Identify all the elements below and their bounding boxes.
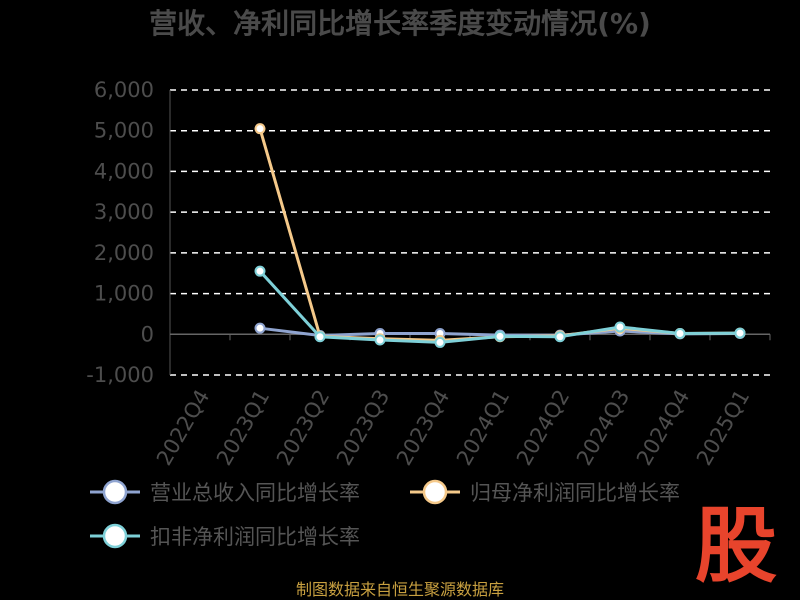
data-source-note: 制图数据来自恒生聚源数据库 [296,580,504,599]
y-tick-label: 0 [141,322,154,346]
y-tick-label: 6,000 [94,78,154,102]
y-tick-label: 3,000 [94,200,154,224]
y-tick-label: -1,000 [86,363,154,387]
data-point [314,331,326,343]
data-point [434,336,446,348]
x-axis: 2022Q42023Q12023Q22023Q32023Q42024Q12024… [152,333,771,470]
y-tick-label: 4,000 [94,159,154,183]
y-axis: 6,000 5,000 4,000 3,000 2,000 1,000 0 -1,000 [86,78,171,387]
data-point [614,321,626,333]
legend-label: 归母净利润同比增长率 [470,481,680,505]
x-tick-label: 2025Q1 [692,386,754,470]
y-tick-label: 5,000 [94,119,154,143]
x-tick-label: 2024Q2 [512,386,574,470]
x-tick-label: 2023Q1 [212,386,274,470]
data-point [674,327,686,339]
data-point [254,123,266,135]
legend-item[interactable]: 归母净利润同比增长率 [410,479,680,505]
x-tick-label: 2023Q3 [332,386,394,470]
y-tick-label: 2,000 [94,241,154,265]
x-tick-label: 2023Q2 [272,386,334,470]
legend-marker [422,479,448,505]
x-tick-label: 2024Q1 [452,386,514,470]
legend-label: 营业总收入同比增长率 [150,481,360,505]
data-point [734,327,746,339]
data-point [374,334,386,346]
legend-label: 扣非净利润同比增长率 [150,525,360,549]
y-tick-label: 1,000 [94,282,154,306]
data-point [254,265,266,277]
legend-item[interactable]: 营业总收入同比增长率 [90,479,360,505]
chart-title: 营收、净利同比增长率季度变动情况(%) [149,7,651,40]
x-tick-label: 2022Q4 [152,386,214,470]
legend-marker [102,523,128,549]
data-point [254,322,266,334]
x-tick-label: 2024Q3 [572,386,634,470]
series-layer [254,123,746,348]
logo-text: 股 [695,499,777,594]
data-point [494,330,506,342]
series-line [258,128,741,342]
x-tick-label: 2023Q4 [392,386,454,470]
legend-item[interactable]: 扣非净利润同比增长率 [90,523,360,549]
x-tick-label: 2024Q4 [632,386,694,470]
legend-marker [102,479,128,505]
data-point [554,331,566,343]
